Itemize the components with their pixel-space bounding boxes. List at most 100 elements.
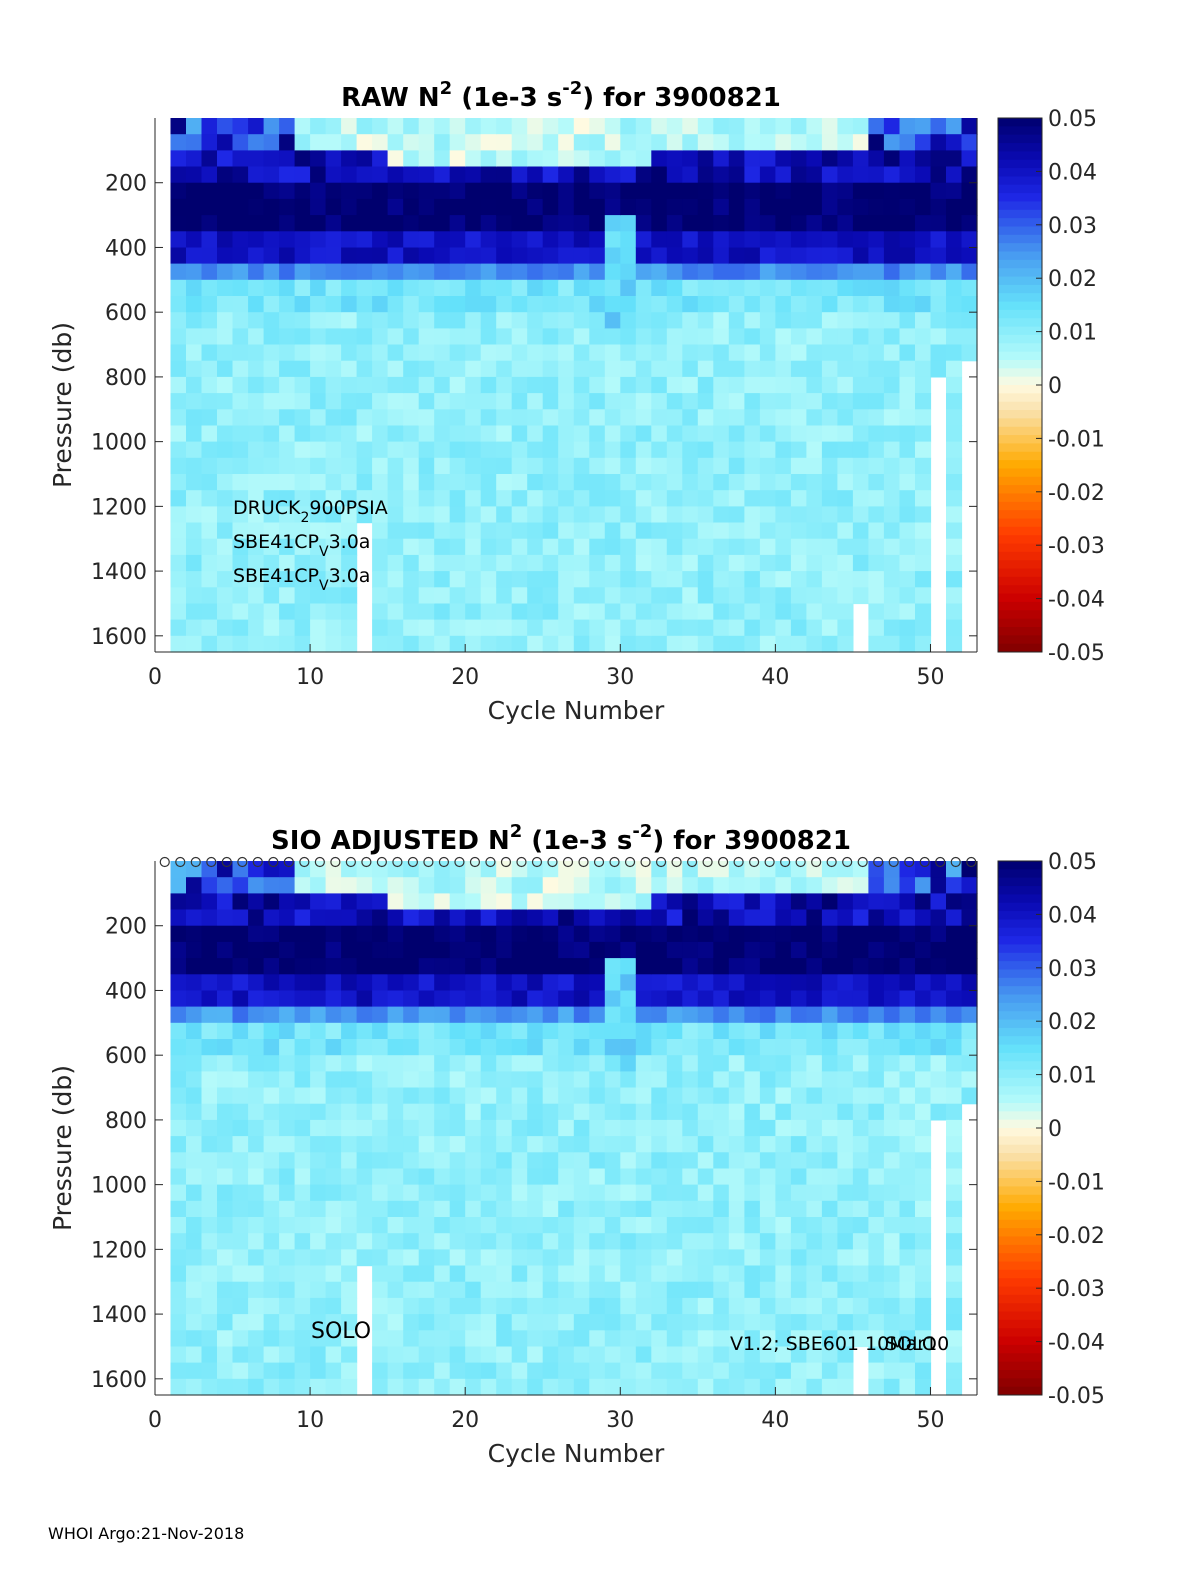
heatmap-cell — [542, 571, 559, 588]
heatmap-cell — [232, 1055, 249, 1072]
heatmap-cell — [961, 1071, 978, 1089]
heatmap-cell — [635, 1103, 652, 1121]
heatmap-cell — [946, 328, 963, 346]
heatmap-cell — [604, 941, 621, 959]
heatmap-cell — [170, 134, 187, 151]
heatmap-cell — [496, 376, 513, 394]
heatmap-cell — [201, 215, 218, 232]
heatmap-cell — [186, 1055, 203, 1072]
heatmap-cell — [542, 1119, 559, 1137]
heatmap-cell — [403, 1103, 420, 1121]
heatmap-cell — [248, 247, 265, 265]
heatmap-cell — [449, 1330, 466, 1348]
heatmap-cell — [573, 1362, 590, 1380]
heatmap-cell — [620, 215, 637, 232]
heatmap-cell — [666, 1184, 683, 1202]
colorbar-tick-label: -0.04 — [1048, 1331, 1105, 1356]
heatmap-cell — [449, 1184, 466, 1202]
heatmap-cell — [217, 1346, 234, 1364]
heatmap-cell — [682, 941, 699, 959]
heatmap-cell — [403, 893, 420, 911]
heatmap-cell — [403, 1362, 420, 1380]
heatmap-cell — [790, 1006, 807, 1024]
heatmap-cell — [728, 328, 745, 346]
colorbar-segment — [998, 1052, 1042, 1062]
heatmap-cell — [930, 231, 947, 249]
heatmap-cell — [946, 296, 963, 313]
heatmap-cell — [930, 925, 947, 943]
heatmap-cell — [589, 941, 606, 959]
heatmap-cell — [651, 1103, 668, 1121]
heatmap-cell — [682, 490, 699, 507]
heatmap-cell — [899, 635, 916, 653]
profile-marker — [857, 856, 868, 868]
heatmap-cell — [946, 603, 963, 621]
heatmap-cell — [294, 150, 311, 168]
heatmap-cell — [744, 1362, 761, 1380]
heatmap-cell — [666, 376, 683, 394]
heatmap-cell — [868, 312, 885, 329]
heatmap-cell — [573, 312, 590, 329]
heatmap-cell — [449, 409, 466, 427]
heatmap-cell — [806, 1168, 823, 1186]
heatmap-cell — [480, 893, 497, 911]
heatmap-cell — [666, 877, 683, 894]
heatmap-cell — [713, 296, 730, 313]
heatmap-cell — [465, 958, 482, 975]
heatmap-cell — [232, 1119, 249, 1137]
heatmap-cell — [325, 182, 342, 200]
heatmap-cell — [434, 974, 451, 992]
heatmap-cell — [496, 1022, 513, 1040]
profile-marker — [407, 856, 419, 868]
heatmap-cell — [682, 360, 699, 378]
heatmap-cell — [744, 603, 761, 621]
heatmap-cell — [186, 861, 203, 878]
heatmap-cell — [775, 474, 792, 491]
profile-marker — [578, 856, 589, 868]
heatmap-cell — [449, 166, 466, 184]
heatmap-cell — [899, 328, 916, 346]
heatmap-cell — [356, 182, 373, 200]
heatmap-cell — [263, 893, 280, 911]
heatmap-cell — [449, 1039, 466, 1056]
heatmap-cell — [310, 344, 327, 362]
heatmap-cell — [806, 941, 823, 959]
heatmap-cell — [387, 1200, 404, 1218]
heatmap-cell — [775, 1136, 792, 1153]
colorbar-segment — [998, 476, 1042, 486]
heatmap-cell — [635, 231, 652, 249]
heatmap-cell — [775, 1168, 792, 1186]
heatmap-cell — [775, 134, 792, 151]
heatmap-cell — [620, 1119, 637, 1137]
heatmap-cell — [946, 263, 963, 281]
heatmap-cell — [294, 457, 311, 475]
heatmap-cell — [480, 635, 497, 653]
profile-marker — [469, 856, 481, 868]
colorbar-tick-label: 0 — [1048, 374, 1062, 399]
heatmap-cell — [248, 1265, 265, 1283]
heatmap-cell — [961, 198, 978, 216]
heatmap-cell — [325, 1297, 342, 1315]
heatmap-cell — [651, 1152, 668, 1170]
heatmap-cell — [821, 134, 838, 151]
colorbar-segment — [998, 393, 1042, 403]
heatmap-cell — [372, 1200, 389, 1218]
heatmap-cell — [682, 1039, 699, 1056]
heatmap-cell — [883, 1103, 900, 1121]
heatmap-cell — [186, 1184, 203, 1202]
heatmap-cell — [310, 538, 327, 556]
heatmap-cell — [589, 118, 606, 135]
heatmap-cell — [403, 861, 420, 878]
heatmap-cell — [589, 1071, 606, 1089]
heatmap-cell — [713, 925, 730, 943]
heatmap-cell — [883, 166, 900, 184]
heatmap-cell — [558, 1055, 575, 1072]
heatmap-cell — [465, 1152, 482, 1170]
heatmap-cell — [775, 1378, 792, 1396]
heatmap-cell — [604, 909, 621, 927]
heatmap-cell — [620, 263, 637, 281]
heatmap-cell — [837, 247, 854, 265]
heatmap-cell — [713, 1330, 730, 1348]
heatmap-cell — [915, 1119, 932, 1137]
heatmap-cell — [651, 909, 668, 927]
